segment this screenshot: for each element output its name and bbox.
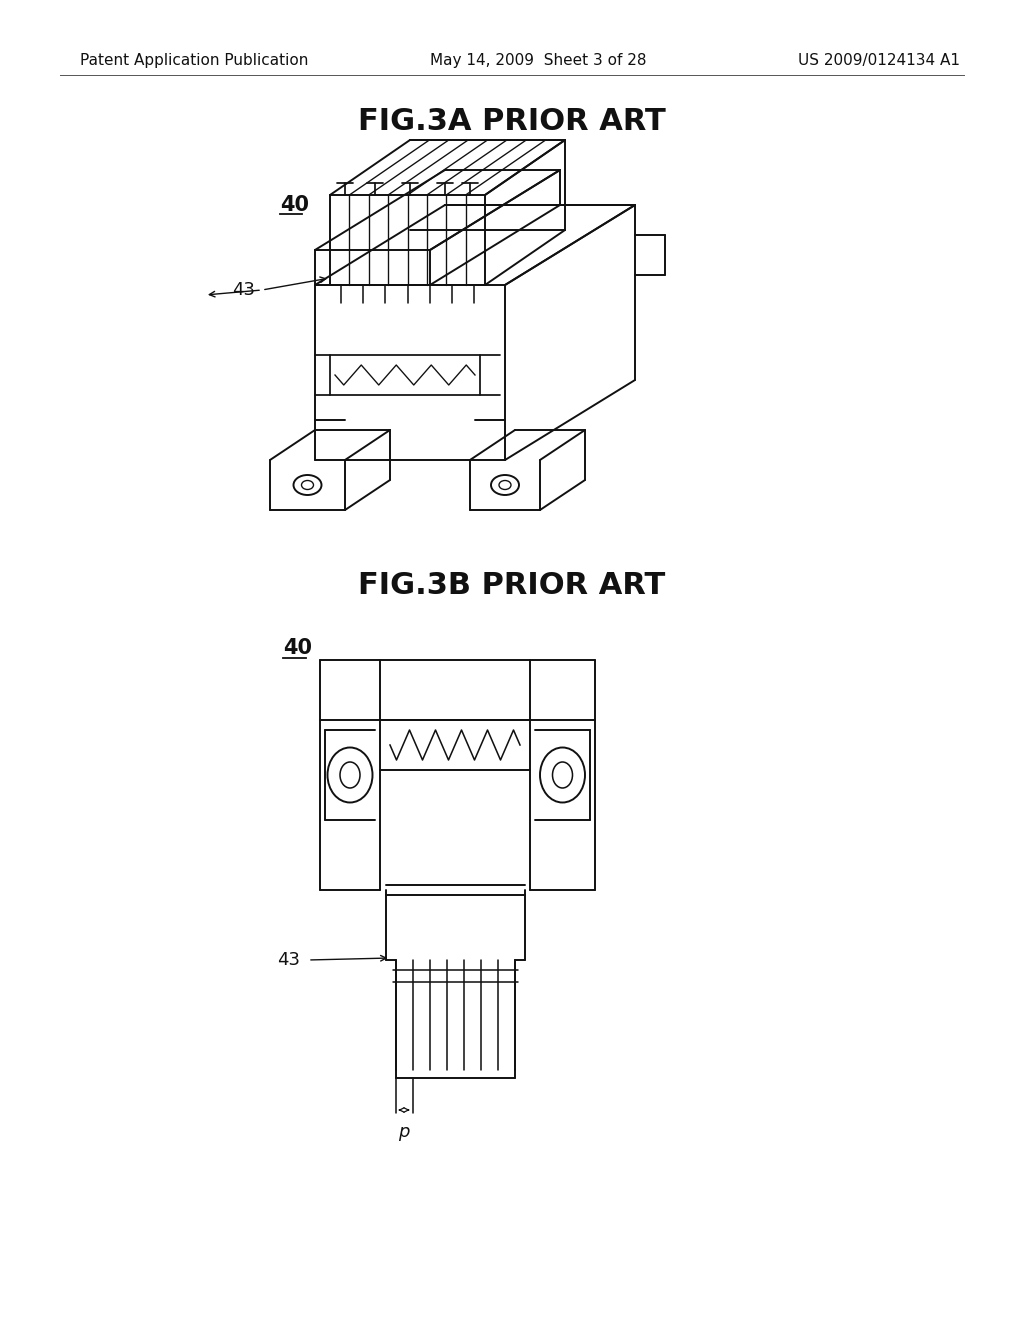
Text: May 14, 2009  Sheet 3 of 28: May 14, 2009 Sheet 3 of 28 — [430, 53, 646, 67]
Text: p: p — [398, 1123, 410, 1140]
Text: 43: 43 — [278, 950, 300, 969]
Text: US 2009/0124134 A1: US 2009/0124134 A1 — [798, 53, 961, 67]
Text: Patent Application Publication: Patent Application Publication — [80, 53, 308, 67]
Text: FIG.3A PRIOR ART: FIG.3A PRIOR ART — [358, 107, 666, 136]
Text: 43: 43 — [232, 281, 255, 300]
Text: 40: 40 — [280, 195, 309, 215]
Text: 40: 40 — [283, 638, 312, 657]
Text: FIG.3B PRIOR ART: FIG.3B PRIOR ART — [358, 570, 666, 599]
